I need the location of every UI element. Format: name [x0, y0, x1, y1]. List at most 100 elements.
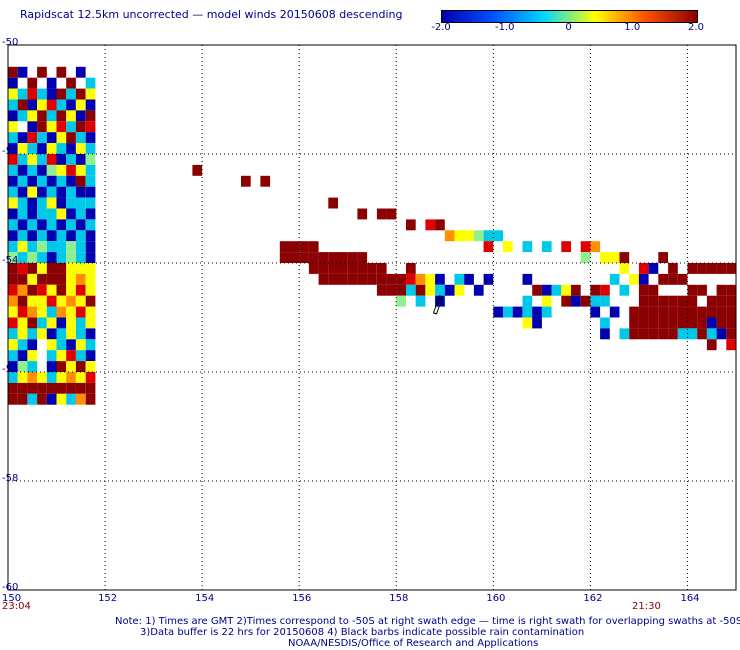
wind-cell: [668, 306, 678, 318]
wind-cell: [532, 317, 542, 329]
wind-cell: [56, 317, 67, 329]
wind-cell: [386, 273, 397, 285]
wind-cell: [551, 284, 562, 296]
wind-cell: [396, 284, 406, 296]
wind-cell: [37, 372, 47, 383]
wind-cell: [260, 175, 271, 187]
wind-cell: [17, 252, 28, 263]
note-line-2: 3)Data buffer is 22 hrs for 20150608 4) …: [140, 627, 585, 638]
wind-cell: [27, 252, 38, 263]
wind-cell: [8, 164, 18, 176]
wind-cell: [46, 252, 57, 263]
longitude-label: 156: [292, 593, 312, 604]
wind-cell: [638, 273, 649, 285]
wind-cell: [483, 273, 494, 285]
wind-cell: [367, 263, 377, 274]
wind-cell: [17, 263, 28, 274]
wind-cell: [8, 252, 18, 263]
wind-cell: [46, 284, 57, 296]
wind-cell: [580, 241, 591, 253]
latitude-label: -60: [2, 582, 19, 593]
wind-cell: [27, 263, 38, 274]
wind-cell: [56, 241, 67, 253]
wind-cell: [571, 284, 581, 296]
wind-cell: [46, 208, 57, 220]
wind-cell: [658, 306, 668, 318]
wind-cell: [609, 273, 620, 285]
wind-cell: [75, 252, 86, 263]
longitude-label: 160: [486, 593, 506, 604]
wind-cell: [600, 317, 610, 329]
wind-cell: [56, 263, 67, 274]
wind-cell: [66, 295, 76, 307]
wind-cell: [56, 99, 67, 111]
wind-cell: [37, 175, 47, 187]
wind-cell: [677, 295, 688, 307]
wind-cell: [56, 306, 67, 318]
wind-cell: [8, 219, 18, 231]
wind-cell: [75, 350, 86, 362]
wind-cell: [37, 230, 47, 242]
wind-cell: [75, 328, 86, 340]
wind-cell: [37, 393, 47, 405]
wind-cell: [46, 164, 57, 176]
wind-cell: [56, 328, 67, 340]
wind-cell: [66, 284, 76, 296]
wind-cell: [8, 263, 18, 274]
wind-cell: [66, 230, 76, 242]
wind-cell: [37, 306, 47, 318]
wind-cell: [638, 295, 649, 307]
wind-cell: [8, 393, 18, 405]
wind-cell: [464, 230, 474, 242]
wind-cell: [17, 230, 28, 242]
note-line-1: Note: 1) Times are GMT 2)Times correspon…: [115, 616, 740, 627]
start-time-label: 23:04: [2, 601, 31, 612]
wind-cell: [37, 295, 47, 307]
wind-cell: [37, 121, 47, 133]
wind-cell: [473, 230, 484, 242]
wind-cell: [66, 372, 76, 383]
wind-cell: [27, 219, 38, 231]
wind-cell: [66, 306, 76, 318]
wind-cell: [561, 284, 571, 296]
wind-cell: [56, 350, 67, 362]
wind-cell: [75, 230, 86, 242]
wind-cell: [454, 273, 465, 285]
wind-cell: [27, 306, 38, 318]
wind-cell: [318, 273, 329, 285]
wind-cell: [85, 219, 96, 231]
wind-cell: [629, 328, 639, 340]
wind-cell: [289, 241, 300, 253]
wind-cell: [46, 186, 57, 198]
wind-cell: [56, 66, 67, 78]
wind-barb-icon: [432, 295, 444, 315]
wind-cell: [425, 219, 436, 231]
wind-cell: [56, 121, 67, 133]
wind-cell: [85, 361, 96, 372]
wind-cell: [46, 143, 57, 154]
wind-cell: [376, 273, 387, 285]
wind-cell: [27, 77, 38, 89]
wind-cell: [716, 328, 727, 340]
wind-cell: [726, 295, 736, 307]
wind-cell: [668, 295, 678, 307]
wind-cell: [308, 252, 319, 263]
wind-cell: [8, 328, 18, 340]
wind-cell: [56, 382, 67, 394]
wind-cell: [17, 361, 28, 372]
wind-cell: [27, 393, 38, 405]
color-scale-label: -1.0: [494, 22, 515, 33]
wind-cell: [27, 361, 38, 372]
wind-cell: [415, 284, 426, 296]
wind-cell: [279, 252, 290, 263]
wind-cell: [376, 284, 387, 296]
longitude-label: 158: [389, 593, 409, 604]
wind-cell: [85, 175, 96, 187]
wind-cell: [8, 110, 18, 122]
wind-cell: [85, 372, 96, 383]
wind-cell: [66, 393, 76, 405]
wind-cell: [8, 350, 18, 362]
wind-cell: [85, 339, 96, 351]
wind-cell: [668, 328, 678, 340]
wind-cell: [473, 284, 484, 296]
